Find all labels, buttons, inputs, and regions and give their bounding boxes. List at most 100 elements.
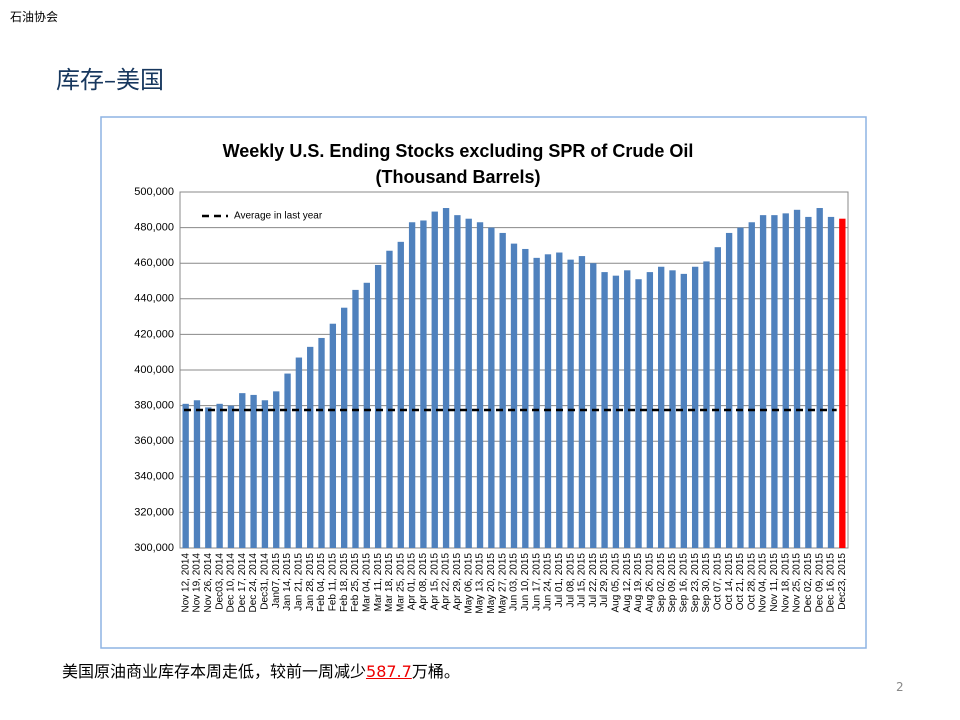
x-tick-label: Aug 26, 2015: [645, 553, 656, 613]
bar: [442, 208, 450, 548]
x-tick-label: Dec 10, 2014: [226, 553, 237, 613]
footnote-highlight: 587.7: [366, 662, 412, 681]
x-tick-label: Jul 22, 2015: [588, 553, 599, 608]
bar: [431, 211, 438, 548]
y-tick-label: 420,000: [134, 328, 174, 340]
x-tick-label: Nov 04, 2015: [758, 553, 769, 613]
y-tick-label: 320,000: [134, 506, 174, 518]
x-tick-label: Apr 08, 2015: [418, 553, 429, 611]
bar: [454, 215, 461, 548]
bar: [239, 393, 246, 548]
bar: [680, 273, 688, 548]
bar: [307, 346, 314, 548]
bar: [318, 337, 325, 548]
x-tick-label: Mar 18, 2015: [384, 553, 395, 612]
y-tick-label: 340,000: [134, 471, 174, 483]
x-tick-label: Oct 14, 2015: [724, 553, 735, 611]
bar: [816, 208, 823, 548]
bar: [544, 254, 552, 549]
x-tick-label: Apr 22, 2015: [441, 553, 452, 611]
x-tick-label: Jul 01, 2015: [554, 553, 565, 608]
x-tick-label: Jan07, 2015: [271, 553, 282, 608]
x-tick-label: Sep 16, 2015: [678, 553, 689, 613]
y-tick-label: 380,000: [134, 400, 174, 412]
y-tick-label: 500,000: [134, 186, 174, 198]
bar: [805, 216, 812, 549]
bar: [578, 256, 586, 548]
bar: [465, 218, 472, 548]
x-tick-label: Jul 15, 2015: [577, 553, 588, 608]
bar: [737, 227, 744, 548]
x-tick-label: Jun 03, 2015: [509, 553, 520, 611]
x-tick-label: Jul 08, 2015: [565, 553, 576, 608]
y-tick-label: 480,000: [134, 222, 174, 234]
x-tick-label: Apr 01, 2015: [407, 553, 418, 611]
x-tick-label: Oct 28, 2015: [746, 553, 757, 611]
x-tick-label: Apr 15, 2015: [429, 553, 440, 611]
x-tick-label: Dec 09, 2015: [814, 553, 825, 613]
x-tick-label: Dec 16, 2015: [826, 553, 837, 613]
bar: [714, 247, 721, 548]
bar: [839, 218, 846, 548]
x-tick-label: Nov 11, 2015: [769, 553, 780, 612]
x-tick-label: Jan 14, 2015: [282, 553, 293, 611]
x-tick-label: Oct 21, 2015: [735, 553, 746, 611]
x-tick-label: Dec 17, 2014: [237, 553, 248, 613]
x-tick-label: Nov 26, 2014: [203, 553, 214, 613]
bar: [420, 220, 427, 549]
bar: [193, 400, 201, 548]
x-tick-label: Oct 07, 2015: [712, 553, 723, 611]
legend-label: Average in last year: [234, 211, 323, 222]
bar: [669, 270, 676, 548]
slide-title: 库存–美国: [56, 66, 164, 94]
x-tick-label: Feb 25, 2015: [350, 553, 361, 612]
bar: [227, 405, 235, 548]
bar: [510, 243, 518, 548]
x-tick-label: Apr 29, 2015: [452, 553, 463, 611]
x-tick-label: Mar 25, 2015: [395, 553, 406, 612]
x-tick-label: Jun 24, 2015: [543, 553, 554, 611]
x-tick-label: Aug 19, 2015: [633, 553, 644, 613]
bar: [273, 391, 280, 548]
footnote-text: 万桶。: [411, 662, 460, 681]
bar: [386, 250, 393, 549]
x-tick-label: Dec03, 2014: [214, 553, 225, 610]
chart-title: Weekly U.S. Ending Stocks excluding SPR …: [223, 141, 694, 161]
bar: [284, 373, 291, 548]
bar: [261, 400, 269, 548]
bar: [352, 289, 359, 548]
bar: [408, 222, 416, 548]
x-tick-label: Nov 18, 2015: [780, 553, 791, 613]
bar: [567, 259, 574, 548]
bar: [612, 275, 620, 548]
x-tick-label: Sep 02, 2015: [656, 553, 667, 613]
x-tick-label: Sep 09, 2015: [667, 553, 678, 613]
bar: [397, 241, 404, 548]
x-tick-label: Jul 29, 2015: [599, 553, 610, 608]
x-tick-label: Feb 18, 2015: [339, 553, 350, 612]
x-tick-label: May 13, 2015: [475, 553, 486, 614]
y-tick-label: 300,000: [134, 542, 174, 554]
footnote-text: 美国原油商业库存本周走低，较前一周减少: [62, 662, 367, 681]
x-tick-label: Sep 23, 2015: [690, 553, 701, 613]
bar: [771, 215, 778, 548]
bar: [216, 403, 223, 548]
org: 石油协会: [10, 10, 59, 24]
bar: [635, 279, 642, 548]
bar: [556, 252, 563, 548]
y-tick-label: 460,000: [134, 257, 174, 269]
bar: [590, 263, 597, 548]
chart-subtitle: (Thousand Barrels): [375, 167, 540, 187]
bar: [182, 403, 189, 548]
x-tick-label: Nov 12, 2014: [180, 553, 191, 613]
bar: [658, 266, 665, 548]
y-tick-label: 360,000: [134, 435, 174, 447]
x-tick-label: Dec 02, 2015: [803, 553, 814, 613]
x-tick-label: Jan 21, 2015: [294, 553, 305, 611]
bar: [793, 209, 801, 549]
x-tick-label: Feb 11, 2015: [327, 553, 338, 612]
y-tick-label: 400,000: [134, 364, 174, 376]
x-tick-label: Mar 04, 2015: [361, 553, 372, 612]
bar: [374, 264, 382, 548]
